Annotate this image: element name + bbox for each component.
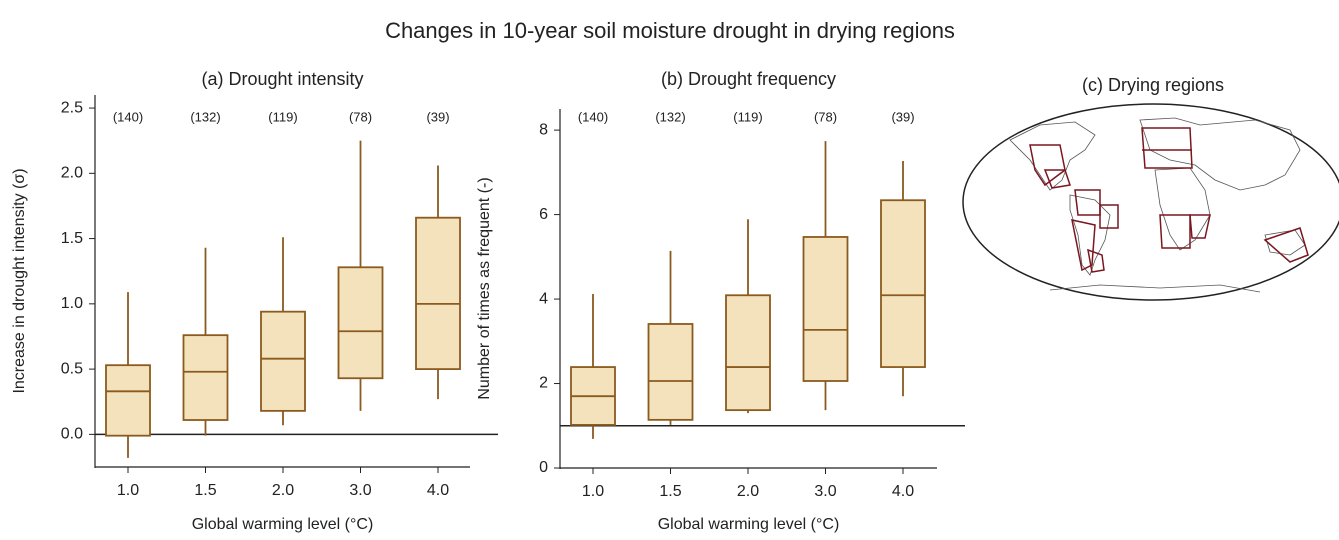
x-axis-label: Global warming level (°C) [192, 516, 374, 533]
y-tick-label: 2.5 [61, 99, 83, 116]
x-tick-label: 3.0 [349, 482, 371, 499]
figure-title: Changes in 10-year soil moisture drought… [385, 18, 955, 43]
box [105, 364, 151, 437]
box [415, 216, 461, 371]
box [880, 199, 926, 368]
count-annotation: (119) [733, 109, 762, 124]
count-annotation: (78) [349, 109, 372, 124]
chart-title: (a) Drought intensity [201, 69, 363, 89]
box [337, 266, 384, 380]
box [647, 323, 694, 421]
count-annotation: (39) [891, 109, 914, 124]
count-annotation: (119) [268, 109, 297, 124]
box [182, 334, 229, 421]
y-tick-label: 8 [539, 121, 548, 138]
y-tick-label: 1.5 [61, 230, 83, 247]
y-tick-label: 2 [539, 375, 548, 392]
y-tick-label: 0.5 [61, 360, 83, 377]
y-tick-label: 1.0 [61, 295, 83, 312]
x-tick-label: 1.5 [659, 483, 681, 500]
world-map [962, 103, 1339, 301]
x-tick-label: 1.5 [194, 482, 216, 499]
count-annotation: (132) [190, 109, 220, 124]
count-annotation: (140) [578, 109, 608, 124]
y-tick-label: 0.0 [61, 426, 83, 443]
box [725, 294, 771, 412]
x-tick-label: 2.0 [737, 483, 759, 500]
x-tick-label: 4.0 [427, 482, 449, 499]
map-title: (c) Drying regions [1082, 75, 1224, 95]
count-annotation: (78) [814, 109, 837, 124]
x-tick-label: 1.0 [117, 482, 139, 499]
box [260, 310, 306, 412]
y-axis-label: Number of times as frequent (-) [476, 177, 493, 399]
chart-title: (b) Drought frequency [661, 69, 836, 89]
y-tick-label: 2.0 [61, 165, 83, 182]
y-axis-label: Increase in drought intensity (σ) [11, 168, 28, 393]
x-tick-label: 1.0 [582, 483, 604, 500]
x-tick-label: 3.0 [814, 483, 836, 500]
box [802, 236, 849, 382]
y-tick-label: 0 [539, 459, 548, 476]
x-tick-label: 4.0 [892, 483, 914, 500]
count-annotation: (132) [655, 109, 685, 124]
y-tick-label: 6 [539, 206, 548, 223]
count-annotation: (39) [426, 109, 449, 124]
x-axis-label: Global warming level (°C) [658, 516, 840, 533]
count-annotation: (140) [113, 109, 143, 124]
y-tick-label: 4 [539, 290, 548, 307]
x-tick-label: 2.0 [272, 482, 294, 499]
